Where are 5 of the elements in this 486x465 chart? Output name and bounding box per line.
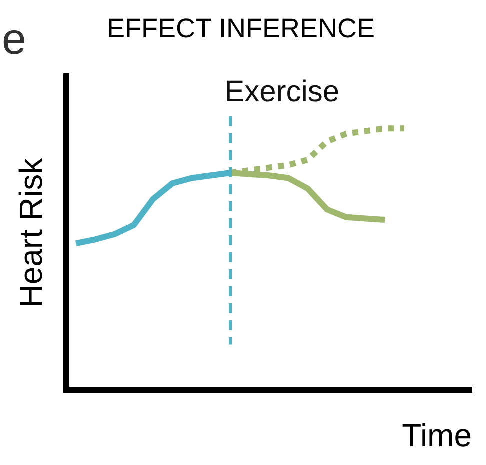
- text: Exercise: [224, 76, 340, 109]
- chart-title: EFFECT INFERENCE: [106, 14, 376, 44]
- x-axis-title: Time: [402, 418, 472, 454]
- text: e: [2, 15, 26, 64]
- y-axis-title: Heart Risk: [13, 157, 50, 308]
